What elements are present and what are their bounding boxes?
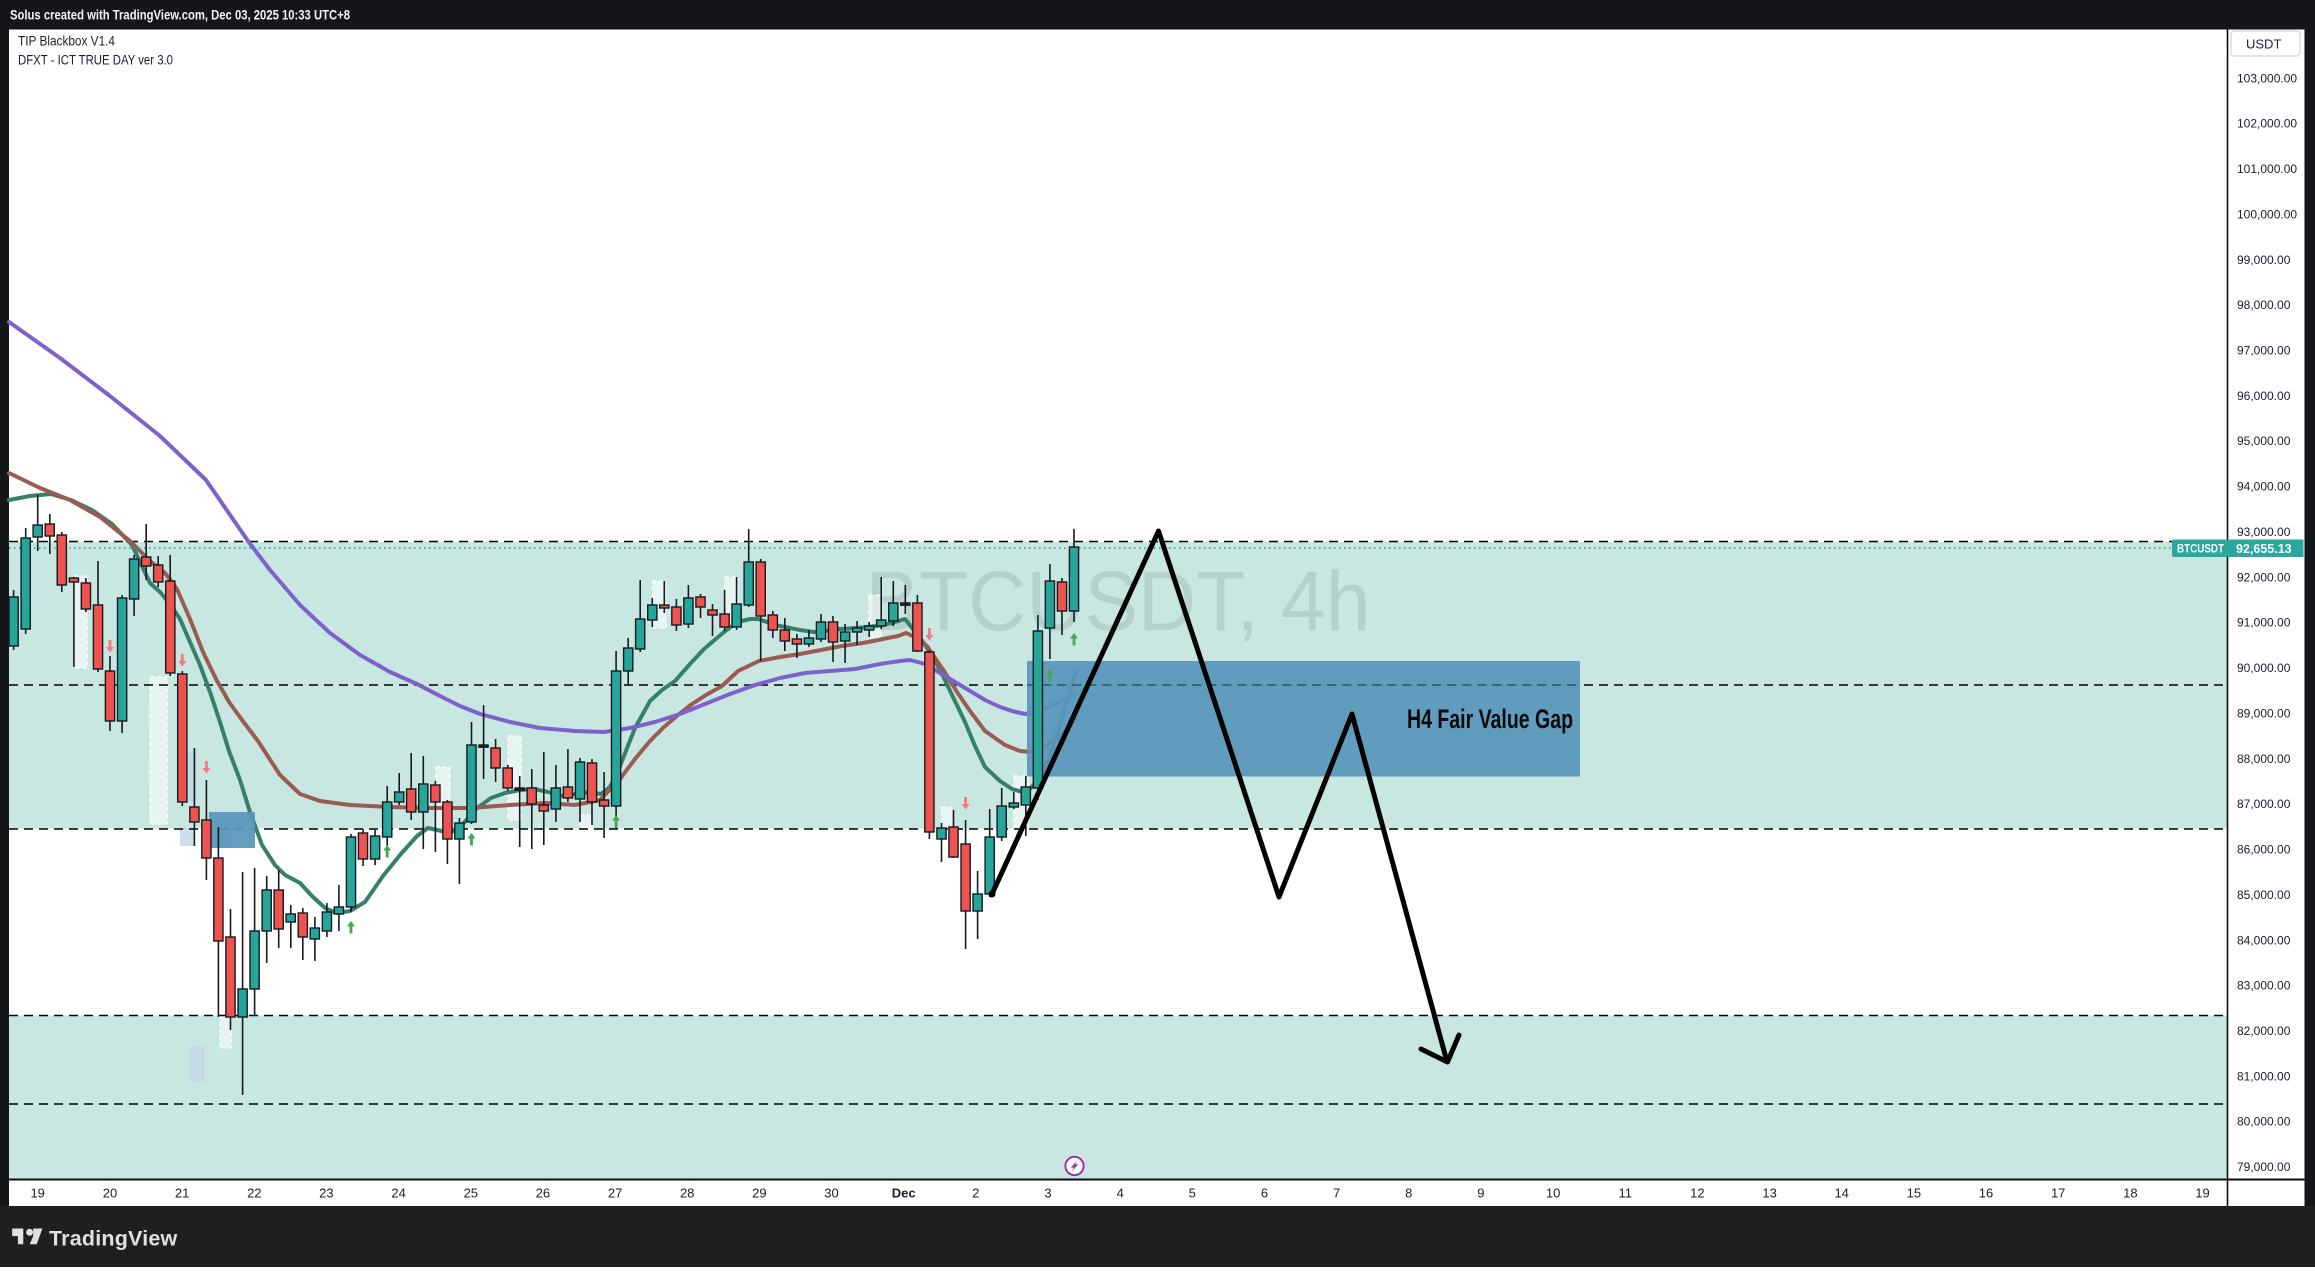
- svg-text:27: 27: [608, 1186, 622, 1201]
- svg-text:TIP Blackbox V1.4: TIP Blackbox V1.4: [18, 34, 115, 49]
- svg-text:103,000.00: 103,000.00: [2237, 71, 2297, 85]
- svg-text:Solus created with TradingView: Solus created with TradingView.com, Dec …: [10, 8, 350, 23]
- svg-text:91,000.00: 91,000.00: [2237, 616, 2291, 630]
- svg-text:88,000.00: 88,000.00: [2237, 752, 2291, 766]
- svg-text:6: 6: [1261, 1186, 1268, 1201]
- svg-text:14: 14: [1834, 1186, 1848, 1201]
- svg-text:25: 25: [464, 1186, 478, 1201]
- svg-text:84,000.00: 84,000.00: [2237, 933, 2291, 947]
- svg-text:2: 2: [972, 1186, 979, 1201]
- svg-text:94,000.00: 94,000.00: [2237, 480, 2291, 494]
- svg-text:79,000.00: 79,000.00: [2237, 1160, 2291, 1174]
- svg-text:28: 28: [680, 1186, 694, 1201]
- svg-text:23: 23: [319, 1186, 333, 1201]
- svg-text:83,000.00: 83,000.00: [2237, 979, 2291, 993]
- svg-text:102,000.00: 102,000.00: [2237, 117, 2297, 131]
- svg-text:86,000.00: 86,000.00: [2237, 843, 2291, 857]
- svg-text:20: 20: [103, 1186, 117, 1201]
- svg-text:85,000.00: 85,000.00: [2237, 888, 2291, 902]
- svg-text:16: 16: [1979, 1186, 1993, 1201]
- svg-text:98,000.00: 98,000.00: [2237, 298, 2291, 312]
- svg-text:101,000.00: 101,000.00: [2237, 162, 2297, 176]
- svg-text:29: 29: [752, 1186, 766, 1201]
- svg-text:24: 24: [391, 1186, 405, 1201]
- svg-text:30: 30: [824, 1186, 838, 1201]
- svg-text:17: 17: [2051, 1186, 2065, 1201]
- svg-text:9: 9: [1477, 1186, 1484, 1201]
- svg-text:BTCUSDT, 4h: BTCUSDT, 4h: [866, 554, 1371, 648]
- svg-text:22: 22: [247, 1186, 261, 1201]
- svg-text:93,000.00: 93,000.00: [2237, 525, 2291, 539]
- svg-text:4: 4: [1117, 1186, 1124, 1201]
- svg-text:26: 26: [536, 1186, 550, 1201]
- svg-text:5: 5: [1189, 1186, 1196, 1201]
- svg-text:87,000.00: 87,000.00: [2237, 797, 2291, 811]
- svg-text:21: 21: [175, 1186, 189, 1201]
- svg-text:3: 3: [1044, 1186, 1051, 1201]
- svg-text:89,000.00: 89,000.00: [2237, 706, 2291, 720]
- svg-text:15: 15: [1907, 1186, 1921, 1201]
- svg-text:USDT: USDT: [2246, 37, 2281, 52]
- svg-text:81,000.00: 81,000.00: [2237, 1069, 2291, 1083]
- svg-text:19: 19: [2195, 1186, 2209, 1201]
- svg-text:82,000.00: 82,000.00: [2237, 1024, 2291, 1038]
- svg-text:92,000.00: 92,000.00: [2237, 570, 2291, 584]
- svg-text:19: 19: [30, 1186, 44, 1201]
- svg-text:90,000.00: 90,000.00: [2237, 661, 2291, 675]
- svg-text:BTCUSDT: BTCUSDT: [2177, 544, 2224, 556]
- svg-text:8: 8: [1405, 1186, 1412, 1201]
- svg-text:95,000.00: 95,000.00: [2237, 434, 2291, 448]
- svg-text:96,000.00: 96,000.00: [2237, 389, 2291, 403]
- svg-text:13: 13: [1762, 1186, 1776, 1201]
- svg-text:12: 12: [1690, 1186, 1704, 1201]
- svg-text:100,000.00: 100,000.00: [2237, 207, 2297, 221]
- svg-text:7: 7: [1333, 1186, 1340, 1201]
- svg-text:H4 Fair Value Gap: H4 Fair Value Gap: [1407, 704, 1573, 734]
- svg-text:Dec: Dec: [892, 1186, 916, 1201]
- svg-text:18: 18: [2123, 1186, 2137, 1201]
- svg-text:DFXT - ICT TRUE DAY ver 3.0: DFXT - ICT TRUE DAY ver 3.0: [18, 53, 173, 68]
- svg-text:11: 11: [1619, 1186, 1633, 1201]
- svg-text:99,000.00: 99,000.00: [2237, 253, 2291, 267]
- svg-text:97,000.00: 97,000.00: [2237, 344, 2291, 358]
- svg-text:10: 10: [1546, 1186, 1560, 1201]
- svg-text:TradingView: TradingView: [49, 1227, 178, 1251]
- svg-text:92,655.13: 92,655.13: [2236, 542, 2292, 556]
- svg-text:80,000.00: 80,000.00: [2237, 1115, 2291, 1129]
